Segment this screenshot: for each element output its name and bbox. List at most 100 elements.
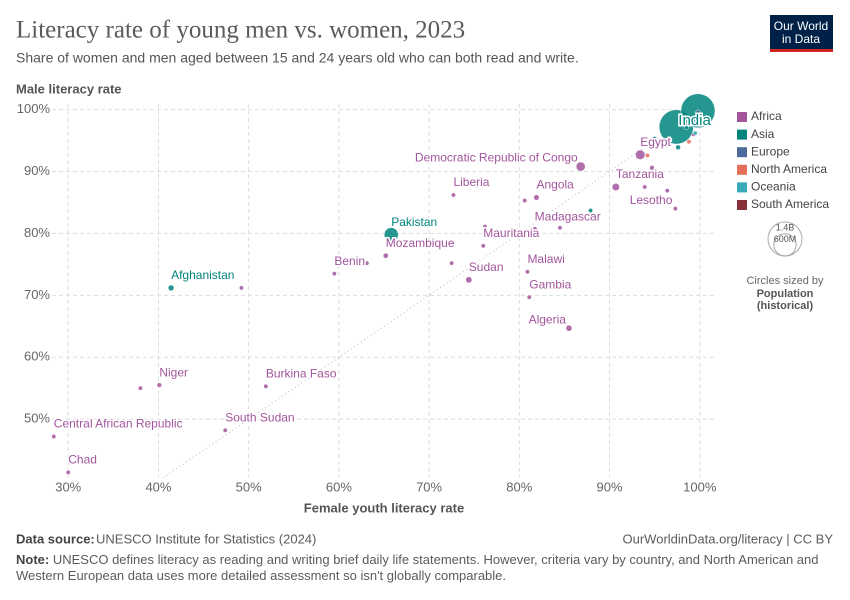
chart-title: Literacy rate of young men vs. women, 20… [16, 17, 465, 44]
data-point [533, 194, 540, 201]
size-legend-label: 600M [774, 234, 797, 244]
note-label: Note: [16, 552, 50, 567]
size-title: (historical) [757, 300, 814, 312]
point-label: Benin [334, 254, 365, 268]
note-text: UNESCO defines literacy as reading and w… [16, 552, 819, 583]
legend-swatch[interactable] [737, 112, 747, 122]
legend-label[interactable]: South America [751, 197, 829, 211]
data-point [449, 260, 455, 266]
point-label: Egypt [640, 135, 671, 149]
point-label: Malawi [527, 252, 564, 266]
size-legend-label: 1.4B [776, 222, 795, 232]
data-point [451, 192, 456, 198]
point-label: Lesotho [630, 193, 673, 207]
legend-label[interactable]: North America [751, 162, 827, 176]
data-point [156, 382, 162, 388]
x-axis-label: Female youth literacy rate [304, 500, 464, 515]
data-point [383, 227, 399, 242]
y-axis-label: Male literacy rate [16, 81, 122, 96]
legend-label[interactable]: Oceania [751, 180, 796, 194]
legend-swatch[interactable] [737, 147, 747, 158]
data-point [222, 427, 228, 433]
legend-label[interactable]: Africa [751, 109, 782, 123]
data-point [696, 117, 702, 122]
data-point [51, 434, 57, 439]
data-point [465, 276, 473, 284]
point-label: India [678, 112, 711, 129]
point-label: Sudan [469, 260, 504, 274]
point-label: Chad [68, 453, 97, 467]
y-tick-label: 80% [24, 225, 50, 240]
data-point [382, 252, 389, 259]
legend-label[interactable]: Asia [751, 127, 775, 141]
data-point [531, 226, 538, 232]
legend-swatch[interactable] [737, 129, 747, 140]
point-label: South Sudan [225, 410, 294, 424]
data-point [137, 385, 143, 391]
logo-box [770, 15, 833, 49]
note: Note: UNESCO defines literacy as reading… [16, 552, 834, 584]
url[interactable]: OurWorldinData.org/literacy | CC BY [623, 531, 834, 546]
y-tick-label: 70% [24, 287, 50, 302]
data-point [611, 183, 620, 191]
legend-swatch[interactable] [737, 164, 747, 175]
point-label: Democratic Republic of Congo [415, 151, 578, 165]
data-point [565, 324, 573, 332]
point-label: Central African Republic [54, 417, 183, 431]
x-tick-label: 70% [416, 479, 442, 494]
data-point [522, 198, 528, 204]
data-point [263, 383, 269, 389]
data-point [642, 184, 648, 190]
data-point [524, 269, 530, 275]
data-point [482, 224, 488, 230]
data-point [239, 285, 244, 291]
subtitle: Share of women and men aged between 15 a… [16, 50, 579, 66]
data-point [588, 208, 594, 213]
data-point [675, 144, 681, 151]
point-label: Afghanistan [171, 268, 234, 282]
legend-swatch[interactable] [737, 200, 747, 210]
data-point [695, 109, 701, 115]
data-point [65, 469, 71, 475]
data-point [557, 225, 563, 231]
data-point [672, 206, 678, 212]
data-point [480, 243, 486, 249]
data-point [526, 294, 532, 300]
y-tick-label: 50% [24, 411, 50, 426]
x-tick-label: 60% [326, 479, 352, 494]
data-point [167, 284, 175, 292]
point-label: Mozambique [386, 236, 455, 250]
data-point [664, 188, 670, 194]
data-point [649, 165, 655, 171]
data-point [563, 178, 569, 184]
logo-bar [770, 49, 833, 52]
point-label: Burkina Faso [266, 367, 337, 381]
size-title: Population [757, 288, 814, 300]
logo-text: in Data [782, 32, 820, 46]
data-point [575, 161, 586, 172]
size-legend-circle [773, 233, 797, 257]
x-tick-label: 80% [506, 479, 532, 494]
source-label: Data source: [16, 531, 95, 546]
point-label: Algeria [529, 312, 567, 326]
data-point [652, 136, 658, 142]
point-label: Liberia [453, 175, 489, 189]
point-label: Pakistan [391, 215, 437, 229]
x-tick-label: 100% [683, 479, 717, 494]
data-point [635, 149, 646, 160]
point-label: Mauritania [483, 226, 539, 240]
data-point [644, 152, 650, 158]
source: UNESCO Institute for Statistics (2024) [96, 531, 316, 546]
data-point [686, 139, 692, 145]
x-tick-label: 90% [597, 479, 623, 494]
data-point [364, 260, 370, 266]
point-label: Niger [159, 365, 188, 379]
legend-swatch[interactable] [737, 182, 747, 193]
x-tick-label: 30% [55, 479, 81, 494]
point-label: Angola [536, 178, 574, 192]
x-tick-label: 50% [236, 479, 262, 494]
point-label: Madagascar [535, 209, 601, 223]
data-point [683, 125, 689, 130]
legend-label[interactable]: Europe [751, 144, 790, 158]
